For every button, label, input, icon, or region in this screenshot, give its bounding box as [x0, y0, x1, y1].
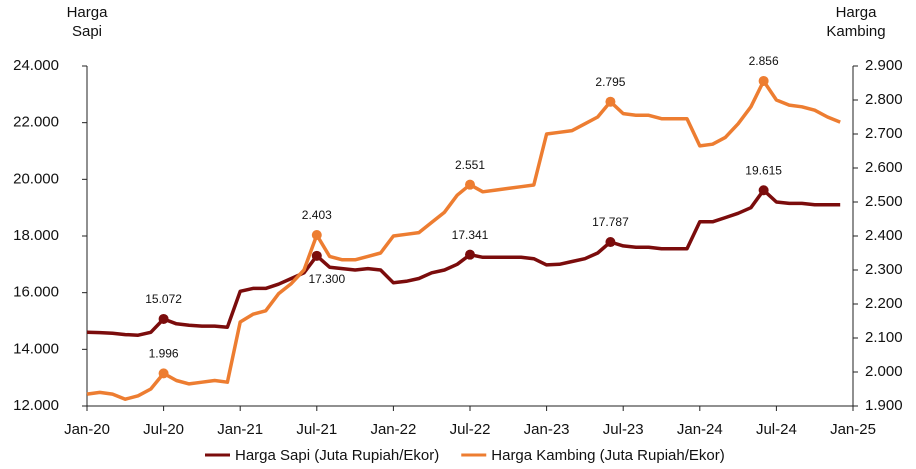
point-marker	[465, 249, 475, 260]
point-marker	[311, 229, 322, 240]
y2-tick-label: 1.900	[865, 397, 903, 414]
legend-label: Harga Kambing (Juta Rupiah/Ekor)	[491, 447, 724, 464]
data-label: 17.341	[452, 228, 489, 242]
y2-axis-title: Harga	[836, 4, 878, 21]
data-label: 17.300	[308, 272, 345, 286]
y-tick-label: 14.000	[13, 340, 59, 357]
x-tick-label: Jan-24	[677, 421, 723, 438]
x-tick-label: Jan-25	[830, 421, 876, 438]
y2-tick-label: 2.200	[865, 295, 903, 312]
x-tick-label: Jul-21	[296, 421, 337, 438]
data-label: 17.787	[592, 215, 629, 229]
line-series	[86, 79, 841, 401]
x-tick-label: Jan-23	[524, 421, 570, 438]
x-tick-label: Jul-22	[450, 421, 491, 438]
point-marker	[605, 96, 616, 107]
data-label: 1.996	[149, 347, 179, 361]
point-marker	[158, 368, 169, 379]
data-label: 19.615	[745, 163, 782, 177]
point-marker	[465, 179, 475, 190]
y2-axis-title: Kambing	[826, 23, 885, 40]
point-marker	[605, 237, 616, 248]
legend-label: Harga Sapi (Juta Rupiah/Ekor)	[235, 447, 439, 464]
y-axis-title: Sapi	[72, 23, 102, 40]
x-tick-label: Jan-22	[370, 421, 416, 438]
y2-tick-label: 2.300	[865, 261, 903, 278]
x-tick-label: Jan-21	[217, 421, 263, 438]
y2-tick-label: 2.700	[865, 125, 903, 142]
y-tick-label: 18.000	[13, 227, 59, 244]
y2-tick-label: 2.100	[865, 329, 903, 346]
data-label: 2.551	[455, 158, 485, 172]
x-tick-label: Jul-20	[143, 421, 184, 438]
x-tick-label: Jan-20	[64, 421, 110, 438]
y-tick-label: 20.000	[13, 170, 59, 187]
y2-tick-label: 2.800	[865, 91, 903, 108]
y-axis-title: Harga	[67, 4, 109, 21]
y-tick-label: 24.000	[13, 57, 59, 74]
line-series	[86, 188, 841, 337]
point-marker	[311, 250, 322, 261]
point-marker	[158, 313, 169, 324]
x-tick-label: Jul-24	[756, 421, 797, 438]
y2-tick-label: 2.500	[865, 193, 903, 210]
y-tick-label: 22.000	[13, 114, 59, 131]
y2-tick-label: 2.000	[865, 363, 903, 380]
x-tick-label: Jul-23	[603, 421, 644, 438]
y2-tick-label: 2.400	[865, 227, 903, 244]
y-tick-label: 16.000	[13, 284, 59, 301]
data-label: 2.403	[302, 208, 332, 222]
y-tick-label: 12.000	[13, 397, 59, 414]
y2-tick-label: 2.900	[865, 57, 903, 74]
y2-tick-label: 2.600	[865, 159, 903, 176]
data-label: 15.072	[145, 292, 182, 306]
data-label: 2.795	[595, 75, 625, 89]
point-marker	[758, 75, 769, 86]
point-marker	[758, 185, 769, 196]
data-label: 2.856	[749, 54, 779, 68]
